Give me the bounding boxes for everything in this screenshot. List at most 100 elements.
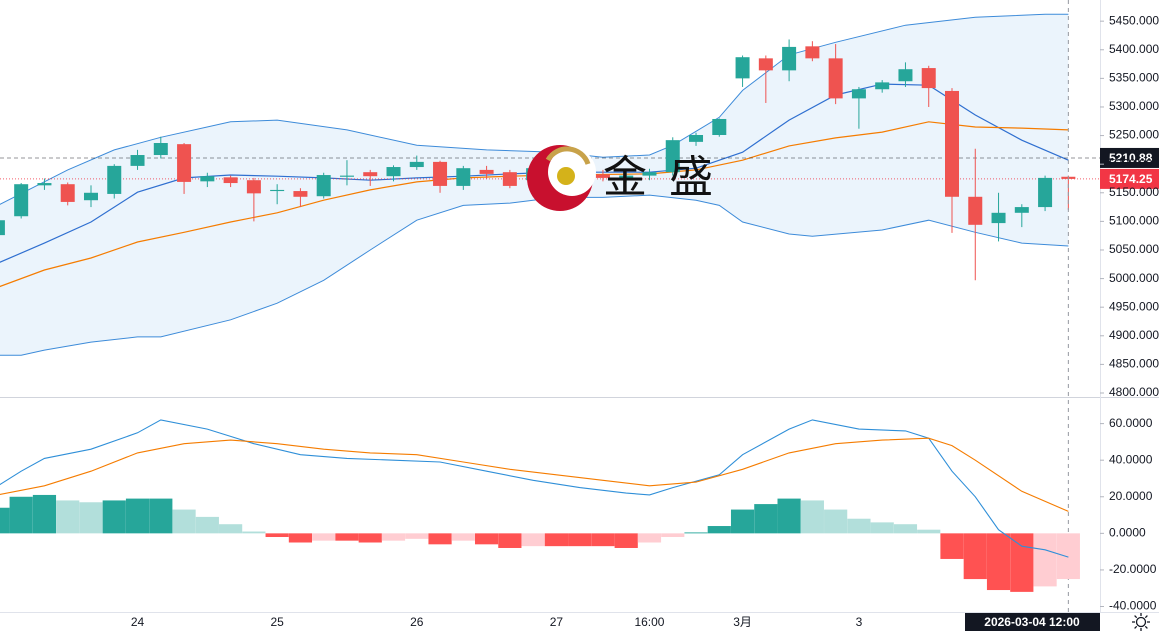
- candle-body: [805, 46, 820, 59]
- histogram-bar: [0, 507, 10, 534]
- candle-body: [944, 90, 959, 197]
- band-lower: [0, 194, 1069, 356]
- histogram-bar: [963, 533, 987, 580]
- histogram-bar: [1033, 533, 1057, 587]
- histogram-bar: [498, 533, 522, 548]
- y-tick-label: 5150.000: [1109, 185, 1159, 199]
- y-tick-label: 5350.000: [1109, 71, 1159, 85]
- price-label: 5210.88: [1109, 151, 1153, 165]
- watermark: 金盛: [603, 152, 735, 203]
- histogram-bar: [917, 529, 941, 534]
- candle-body: [363, 172, 378, 177]
- y-tick-label: 5200.000: [1109, 156, 1159, 170]
- candle-body: [293, 191, 308, 197]
- histogram-bar: [1056, 533, 1080, 580]
- histogram-bar: [381, 533, 406, 541]
- candle-body: [153, 143, 168, 156]
- y-tick-label: -20.0000: [1109, 562, 1157, 576]
- logo: 金盛: [527, 145, 735, 211]
- y-tick-label: 40.0000: [1109, 452, 1153, 466]
- candle-body: [60, 184, 75, 202]
- price-label-box: [1100, 147, 1159, 168]
- candle-body: [875, 82, 890, 90]
- histogram-bar: [358, 533, 382, 543]
- y-tick-label: 60.0000: [1109, 416, 1153, 430]
- histogram-bar: [986, 533, 1011, 591]
- histogram-bar: [9, 496, 33, 534]
- histogram-bar: [102, 500, 126, 534]
- histogram-bar: [32, 494, 57, 534]
- candle-body: [433, 161, 448, 186]
- x-tick-label: 16:00: [634, 615, 664, 629]
- histogram-bar: [893, 524, 918, 534]
- crosshair-label-box: [965, 613, 1100, 631]
- x-tick-label: 27: [550, 615, 564, 629]
- candle-body: [712, 118, 727, 136]
- candle-body: [270, 189, 285, 192]
- histogram-bar: [707, 526, 731, 534]
- candle-body: [758, 58, 773, 71]
- candle-body: [828, 58, 843, 99]
- histogram-bar: [172, 509, 196, 534]
- histogram-bar: [195, 516, 219, 534]
- candle-body: [502, 172, 517, 186]
- band-upper: [0, 13, 1069, 205]
- settings-rays[interactable]: [1132, 613, 1150, 631]
- candle-body: [735, 57, 750, 79]
- candle-body: [479, 169, 494, 174]
- histogram-bar: [940, 533, 964, 559]
- price-label: 5174.25: [1109, 172, 1153, 186]
- candle-body: [642, 172, 657, 176]
- logo-arc: [545, 146, 591, 165]
- histogram-bar: [870, 522, 894, 534]
- histogram-bar: [79, 502, 103, 534]
- macd-line: [0, 419, 1069, 558]
- candle-body: [851, 89, 866, 99]
- candle-body: [1038, 177, 1053, 208]
- x-tick-label: 3月: [733, 615, 752, 629]
- candle-body: [456, 168, 471, 186]
- settings-icon[interactable]: [1132, 613, 1150, 631]
- settings-gear[interactable]: [1135, 616, 1147, 628]
- y-tick-label: 20.0000: [1109, 489, 1153, 503]
- candle-body: [619, 175, 634, 178]
- crosshair-label: 2026-03-04 12:00: [984, 615, 1080, 629]
- y-tick-label: 4950.000: [1109, 299, 1159, 313]
- y-tick-label: 4850.000: [1109, 357, 1159, 371]
- candle-body: [37, 183, 52, 186]
- candle-body: [1014, 207, 1029, 213]
- logo-dot: [557, 167, 575, 185]
- y-tick-label: 5100.000: [1109, 214, 1159, 228]
- histogram-bar: [219, 524, 243, 534]
- y-tick-label: 5250.000: [1109, 128, 1159, 142]
- candle-body: [665, 140, 680, 173]
- candle-body: [83, 192, 98, 201]
- histogram-bar: [684, 532, 708, 534]
- y-tick-label: -40.0000: [1109, 599, 1157, 613]
- histogram-bar: [847, 518, 871, 534]
- y-tick-label: 5050.000: [1109, 242, 1159, 256]
- candle-body: [921, 68, 936, 89]
- candle-body: [339, 175, 354, 177]
- candle-body: [316, 175, 331, 197]
- histogram-bar: [754, 504, 778, 534]
- candle-body: [107, 165, 122, 194]
- histogram-bar: [451, 533, 475, 541]
- candle-body: [991, 212, 1006, 224]
- candle-body: [898, 69, 913, 82]
- histogram-bar: [521, 533, 545, 547]
- histogram-bar: [288, 533, 313, 543]
- y-tick-label: 4800.000: [1109, 385, 1159, 399]
- x-tick-label: 3: [856, 615, 863, 629]
- histogram-bar: [730, 509, 755, 534]
- candle-body: [130, 155, 145, 166]
- candle-body: [246, 180, 261, 194]
- candle-body: [14, 184, 29, 217]
- x-tick-label: 26: [410, 615, 424, 629]
- price-label-box: [1100, 168, 1159, 189]
- histogram-bar: [428, 533, 452, 545]
- y-tick-label: 5450.000: [1109, 13, 1159, 27]
